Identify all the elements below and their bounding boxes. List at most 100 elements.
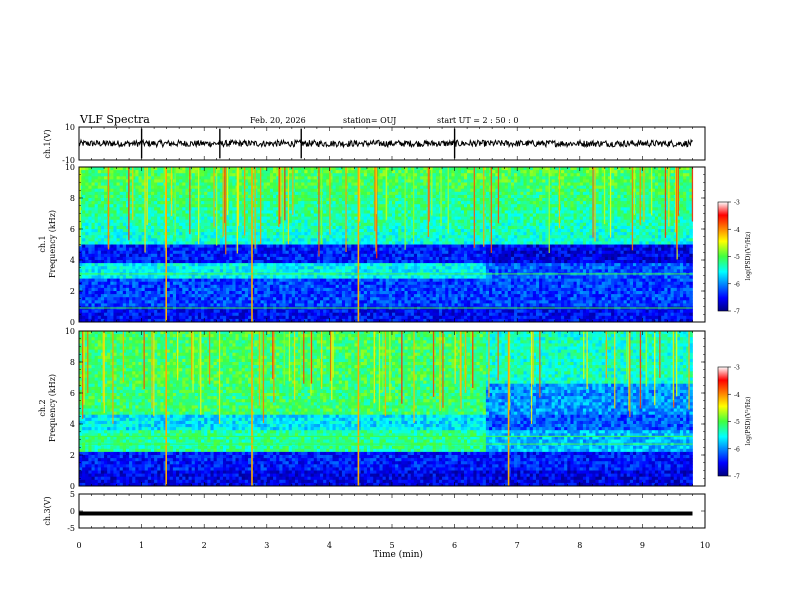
ch2-colorbar (717, 366, 729, 477)
sferic-streak (208, 331, 211, 385)
sferic-streak (200, 331, 202, 415)
bright-vertical-line (357, 167, 360, 322)
x-tick-label: 1 (139, 541, 144, 550)
sferic-streak (321, 331, 323, 389)
y-tick-label: 2 (70, 287, 75, 296)
x-tick-label: 10 (700, 541, 710, 550)
sferic-streak (428, 167, 430, 222)
sferic-streak (688, 331, 690, 410)
sferic-streak (292, 167, 294, 216)
y-tick-label: 6 (70, 389, 75, 398)
sferic-streak (107, 167, 110, 250)
sferic-streak (288, 331, 291, 382)
y-tick-label: 0 (70, 507, 75, 516)
y-tick-label: 10 (65, 123, 75, 132)
sferic-streak (282, 167, 284, 244)
sferic-streak (532, 331, 534, 385)
sferic-streak (628, 331, 630, 411)
sferic-streak (143, 331, 145, 389)
sferic-streak (216, 167, 218, 246)
sferic-streak (633, 167, 636, 215)
sferic-streak (189, 167, 191, 235)
sferic-streak (459, 331, 461, 396)
sferic-streak (497, 167, 500, 224)
sferic-streak (373, 331, 375, 404)
sferic-streak (262, 331, 265, 424)
bright-horizontal-line (79, 443, 693, 445)
ch1-spec-ylabel-frequency: Frequency (kHz) (48, 210, 57, 278)
sferic-streak (643, 167, 645, 222)
sferic-streak (583, 331, 585, 380)
sferic-streak (605, 331, 607, 379)
ch1-colorbar (717, 201, 729, 312)
colorbar-tick-label: -3 (734, 200, 740, 207)
colorbar-tick-label: -7 (734, 309, 740, 316)
date-label: Feb. 20, 2026 (250, 116, 306, 125)
sferic-streak (675, 167, 677, 233)
y-tick-label: 0 (70, 318, 75, 327)
sferic-streak (592, 167, 594, 238)
ch2-spec-ylabel-frequency: Frequency (kHz) (48, 374, 57, 442)
sferic-streak (279, 167, 281, 224)
sferic-streak (473, 167, 475, 248)
sferic-streak (490, 167, 492, 253)
sferic-streak (645, 331, 647, 387)
y-tick-label: 4 (70, 420, 75, 429)
sferic-streak (191, 331, 193, 380)
sferic-streak (639, 331, 642, 409)
ch3-ylabel: ch.3(V) (43, 496, 52, 525)
sferic-streak (83, 331, 85, 405)
bright-vertical-line (507, 331, 510, 486)
sferic-streak (385, 167, 388, 220)
sferic-streak (258, 331, 260, 406)
sferic-streak (273, 331, 275, 403)
sferic-streak (329, 167, 331, 235)
sferic-streak (225, 167, 227, 255)
sferic-streak (128, 167, 130, 241)
sferic-streak (668, 167, 670, 227)
sferic-streak (237, 167, 240, 226)
x-tick-label: 7 (515, 541, 520, 550)
sferic-streak (389, 331, 391, 401)
x-tick-label: 8 (577, 541, 582, 550)
colorbar-tick-label: -3 (734, 365, 740, 372)
sferic-streak (631, 167, 634, 251)
bright-vertical-line (165, 167, 167, 322)
ch1-ylabel: ch.1(V) (43, 129, 52, 158)
bright-vertical-line (165, 331, 167, 486)
sferic-streak (132, 167, 134, 221)
sferic-streak (318, 167, 320, 257)
sferic-streak (651, 167, 653, 216)
ch2-spectrogram (79, 331, 693, 487)
sferic-streak (198, 331, 200, 386)
bright-vertical-line (357, 331, 360, 486)
colorbar-tick-label: -6 (734, 446, 740, 453)
x-tick-label: 3 (264, 541, 269, 550)
sferic-streak (404, 167, 406, 250)
bright-horizontal-line (79, 435, 693, 437)
sferic-streak (310, 331, 313, 384)
sferic-streak (382, 331, 384, 392)
x-tick-label: 4 (327, 541, 332, 550)
colorbar-tick-label: -5 (734, 419, 740, 426)
x-tick-label: 6 (452, 541, 457, 550)
sferic-streak (358, 167, 361, 222)
sferic-streak (594, 167, 596, 242)
sferic-streak (192, 331, 194, 393)
sferic-streak (603, 167, 606, 224)
sferic-streak (144, 167, 146, 253)
sferic-streak (586, 331, 588, 389)
colorbar-tick-label: -5 (734, 254, 740, 261)
sferic-streak (174, 167, 176, 237)
x-axis-label: Time (min) (373, 549, 423, 560)
x-tick-label: 9 (640, 541, 645, 550)
sferic-streak (283, 331, 285, 386)
sferic-streak (413, 167, 415, 244)
ch3-waveform-line (79, 511, 693, 516)
colorbar-tick-label: -4 (734, 392, 740, 399)
sferic-streak (254, 167, 256, 249)
sferic-streak (609, 167, 612, 238)
x-tick-label: 5 (389, 541, 394, 550)
y-tick-label: 8 (70, 194, 75, 203)
sferic-streak (332, 331, 334, 378)
